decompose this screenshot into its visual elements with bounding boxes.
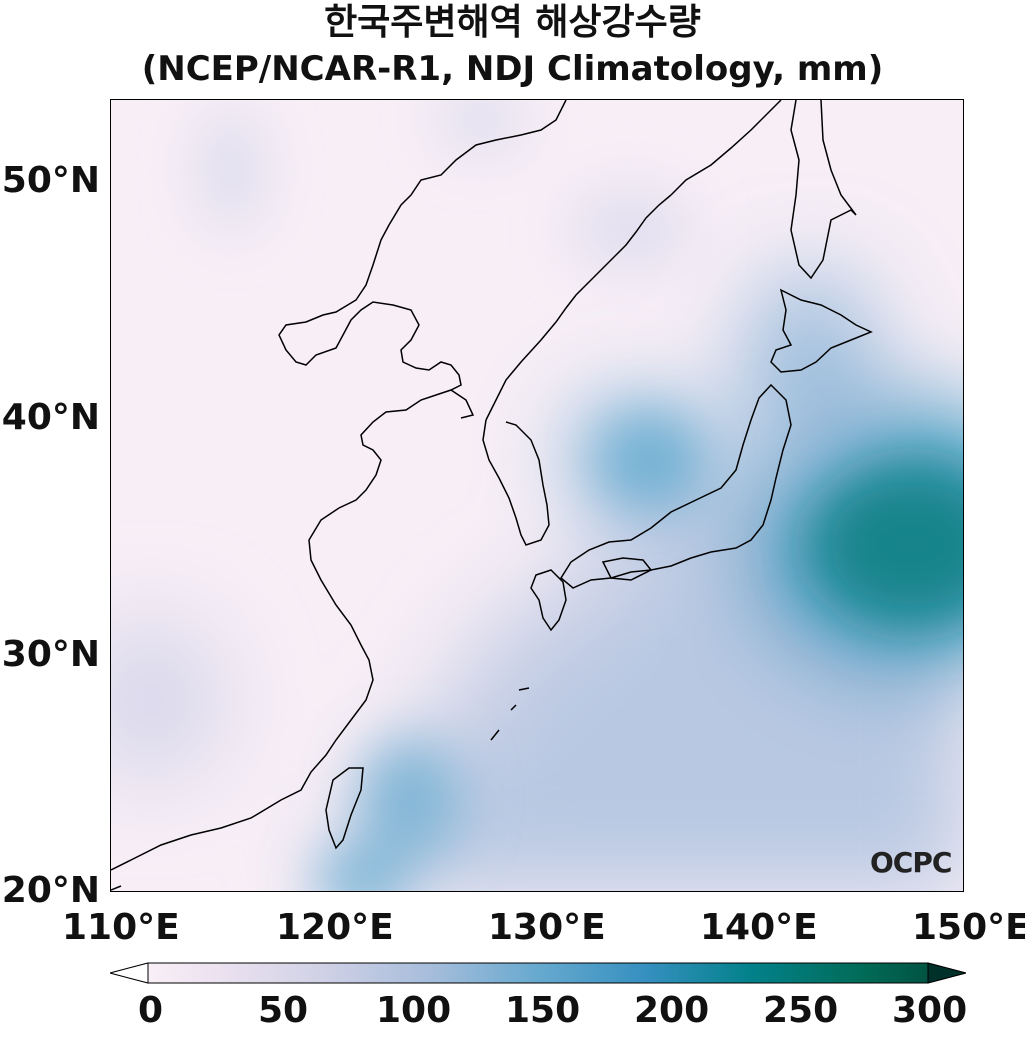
lon-label-140: 140°E [700, 907, 818, 948]
precipitation-map [110, 99, 964, 892]
colorbar-min-extend [110, 962, 149, 984]
map-title: 한국주변해역 해상강수량 [324, 2, 701, 43]
colorbar-tick-150: 150 [505, 990, 581, 1031]
map-canvas [111, 100, 963, 891]
colorbar-tick-0: 0 [138, 990, 164, 1031]
map-subtitle: (NCEP/NCAR-R1, NDJ Climatology, mm) [141, 49, 884, 89]
lat-label-50: 50°N [1, 160, 100, 201]
lon-label-120: 120°E [276, 907, 394, 948]
lon-label-150: 150°E [912, 907, 1025, 948]
lon-label-130: 130°E [488, 907, 606, 948]
colorbar-tick-300: 300 [892, 990, 968, 1031]
precip-field [111, 270, 963, 891]
coastlines [111, 100, 873, 891]
colorbar-scale [110, 962, 966, 984]
lat-label-40: 40°N [1, 397, 100, 438]
colorbar-tick-250: 250 [763, 990, 839, 1031]
ocpc-logo: OCPC [870, 846, 952, 879]
colorbar-max-extend [927, 962, 966, 984]
lon-label-110: 110°E [62, 907, 180, 948]
lat-label-30: 30°N [1, 634, 100, 675]
colorbar-tick-50: 50 [258, 990, 309, 1031]
colorbar-tick-100: 100 [376, 990, 452, 1031]
colorbar-tick-200: 200 [634, 990, 710, 1031]
lat-label-20: 20°N [1, 870, 100, 911]
colorbar [110, 962, 966, 984]
